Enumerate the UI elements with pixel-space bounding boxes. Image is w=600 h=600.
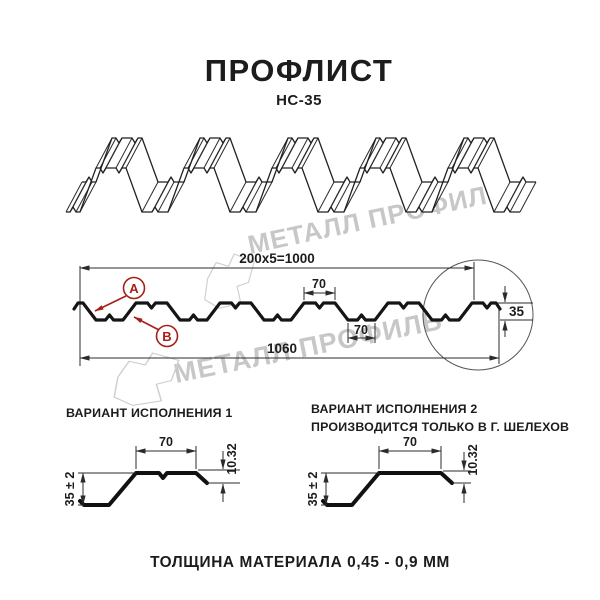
sheet-3d-back-edge [82, 137, 536, 183]
variant-2-heading-line1: ВАРИАНТ ИСПОЛНЕНИЯ 2 [311, 402, 477, 416]
sheet-3d-bend-line [65, 181, 83, 213]
watermark-text: МЕТАЛЛ ПРОФИЛЬ [245, 176, 509, 260]
variant-1-profile [78, 471, 209, 507]
variant-2-dim-top: 70 [378, 435, 442, 469]
sheet-3d-bend-line [183, 137, 201, 169]
sheet-3d-bend-line [271, 137, 289, 169]
variant-1-dim-lip: 10.32 [198, 443, 240, 502]
callout-a: A [94, 276, 146, 312]
variant-1-heading: ВАРИАНТ ИСПОЛНЕНИЯ 1 [66, 406, 232, 420]
sheet-3d-bend-line [301, 137, 319, 169]
sheet-3d-bend-line [255, 181, 273, 213]
sheet-3d-bend-line [245, 181, 263, 213]
dim-valley-width-value: 70 [354, 323, 368, 337]
callout-b: B [133, 316, 179, 348]
dim-crest-width-value: 70 [312, 277, 326, 291]
sheet-3d-bend-line [167, 181, 185, 213]
sheet-3d-bend-line [343, 181, 361, 213]
sheet-3d-bend-line [229, 181, 247, 213]
variant-2-dim-top-value: 70 [403, 435, 417, 449]
sheet-3d-view [65, 137, 537, 213]
dim-crest-width: 70 [303, 277, 336, 300]
detail-circle [422, 259, 534, 371]
sheet-3d-surface [66, 138, 536, 212]
variant-1-dim-height-value: 35 ± 2 [63, 472, 77, 507]
sheet-3d-bend-line [317, 181, 335, 213]
callout-b-label: B [162, 329, 171, 344]
sheet-3d-bend-line [333, 181, 351, 213]
brand-logo-outline [113, 352, 180, 406]
callout-a-circle [122, 276, 146, 300]
sheet-3d-bend-line [493, 181, 511, 213]
brand-logo-outline [204, 253, 255, 309]
variant-2-section: ВАРИАНТ ИСПОЛНЕНИЯ 2 ПРОИЗВОДИТСЯ ТОЛЬКО… [306, 402, 569, 507]
leader-line [133, 316, 160, 331]
cross-section-profile [72, 301, 502, 322]
dim-overall-width: 1060 [79, 310, 500, 364]
sheet-3d-bend-line [95, 137, 113, 169]
sheet-3d-bend-line [447, 137, 465, 169]
sheet-3d-bend-line [141, 181, 159, 213]
variant-1-dim-lip-value: 10.32 [225, 443, 239, 474]
sheet-3d-bend-line [509, 181, 527, 213]
sheet-3d-front-edge [66, 167, 520, 213]
sheet-3d-bend-line [203, 137, 221, 169]
sheet-3d-bend-line [379, 137, 397, 169]
material-thickness-note: ТОЛЩИНА МАТЕРИАЛА 0,45 - 0,9 ММ [150, 554, 450, 571]
variant-1-dim-top: 70 [135, 435, 197, 469]
dim-overall-width-value: 1060 [267, 341, 297, 356]
variant-1-section: ВАРИАНТ ИСПОЛНЕНИЯ 1 70 35 ± 2 10.32 [63, 406, 240, 507]
sheet-3d-bend-line [405, 181, 423, 213]
sheet-3d-bend-line [213, 137, 231, 169]
callout-b-circle [155, 324, 179, 348]
variant-2-profile [321, 471, 454, 507]
sheet-3d-bend-line [519, 181, 537, 213]
callout-a-label: A [129, 281, 139, 296]
page-title: ПРОФЛИСТ [205, 53, 394, 88]
variant-2-dim-height-value: 35 ± 2 [306, 472, 320, 507]
variant-2-dim-height: 35 ± 2 [306, 472, 379, 507]
dim-height-value: 35 [509, 304, 525, 319]
sheet-3d-bend-line [359, 137, 377, 169]
sheet-3d-bend-line [421, 181, 439, 213]
variant-1-dim-height: 35 ± 2 [63, 472, 136, 507]
sheet-3d-bend-line [125, 137, 143, 169]
sheet-3d-bend-line [79, 181, 97, 213]
sheet-3d-bend-line [389, 137, 407, 169]
watermark-text: МЕТАЛЛ ПРОФИЛЬ [171, 305, 445, 389]
dim-height: 35 [497, 286, 533, 337]
sheet-3d-bend-line [467, 137, 485, 169]
dim-pitch-total-value: 200x5=1000 [239, 251, 314, 266]
sheet-3d-bend-line [431, 181, 449, 213]
variant-2-dim-lip: 10.32 [443, 444, 480, 503]
variant-1-dim-top-value: 70 [159, 435, 173, 449]
cross-section-drawing: 200x5=1000 70 70 1060 35 [72, 251, 534, 371]
dim-pitch-total: 200x5=1000 [79, 251, 475, 366]
dim-valley-width: 70 [347, 323, 376, 343]
sheet-3d-bend-line [291, 137, 309, 169]
sheet-3d-bend-line [477, 137, 495, 169]
profile-model-code: НС-35 [276, 92, 322, 109]
sheet-3d-bend-line [157, 181, 175, 213]
sheet-3d-bend-line [115, 137, 133, 169]
variant-2-heading-line2: ПРОИЗВОДИТСЯ ТОЛЬКО В Г. ШЕЛЕХОВ [311, 420, 569, 434]
leader-line [94, 295, 127, 312]
variant-2-dim-lip-value: 10.32 [466, 444, 480, 475]
